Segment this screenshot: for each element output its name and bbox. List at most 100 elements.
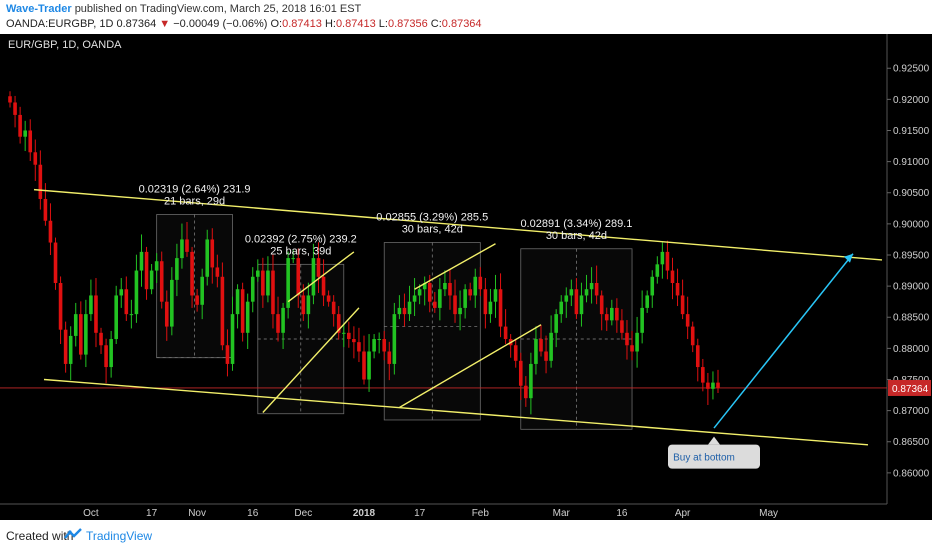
candle-body — [569, 289, 574, 296]
footer: Created with TradingView — [0, 520, 932, 550]
current-price-label: 0.87364 — [892, 384, 929, 395]
candle-body — [225, 345, 230, 364]
pattern-trendline — [262, 307, 360, 413]
candle-body — [99, 332, 103, 346]
y-tick-label: 0.92500 — [893, 64, 930, 75]
candle-body — [402, 307, 407, 315]
candle-body — [276, 314, 280, 333]
candle-body — [483, 289, 488, 315]
candle-body — [321, 276, 326, 296]
candle-body — [524, 385, 528, 399]
open-label: O: — [270, 18, 283, 30]
candle-body — [79, 314, 83, 355]
author-link[interactable]: Wave-Trader — [6, 3, 72, 15]
candle-body — [149, 270, 154, 290]
close-label: C: — [430, 18, 442, 30]
candle-body — [498, 289, 503, 327]
candle-body — [63, 329, 68, 364]
candle-body — [185, 239, 189, 252]
candle-body — [190, 251, 194, 296]
candle-body — [453, 295, 457, 315]
candle-body — [382, 339, 387, 352]
candle-body — [503, 326, 508, 340]
high-value: 0.87413 — [335, 18, 376, 30]
candle-body — [443, 283, 447, 290]
open-value: 0.87413 — [282, 18, 322, 30]
projection-arrow-head — [844, 253, 853, 263]
candle-body — [433, 301, 437, 308]
candle-body — [458, 307, 462, 315]
x-tick-label: Dec — [294, 508, 312, 519]
price-axis — [887, 34, 932, 520]
candle-body — [584, 289, 589, 296]
candle-body — [357, 342, 361, 352]
candle-body — [407, 301, 412, 315]
candle-body — [230, 314, 235, 364]
candle-body — [124, 289, 129, 315]
candle-body — [104, 345, 108, 368]
candle-body — [200, 276, 204, 305]
x-tick-label: 17 — [414, 508, 426, 519]
y-tick-label: 0.88000 — [893, 344, 930, 355]
candle-body — [478, 276, 483, 290]
candle-body — [271, 270, 275, 315]
candle-body — [362, 351, 366, 380]
candle-body — [129, 314, 134, 316]
candle-body — [53, 242, 58, 284]
candle-body — [316, 258, 321, 277]
candle-body — [210, 239, 215, 268]
candle-body — [281, 307, 285, 333]
chart-area[interactable]: 0.860000.865000.870000.875000.880000.885… — [0, 34, 932, 520]
candle-body — [8, 96, 12, 103]
candle-body — [331, 301, 336, 315]
candle-body — [38, 164, 43, 199]
candle-body — [564, 295, 569, 302]
candle-body — [665, 251, 670, 271]
candle-body — [610, 307, 614, 321]
low-label: L: — [378, 18, 388, 30]
candle-body — [94, 295, 98, 333]
candle-body — [620, 320, 624, 333]
measure-label-value: 0.02319 (2.64%) 231.9 — [139, 184, 251, 196]
candle-body — [159, 261, 164, 302]
candle-body — [463, 289, 467, 308]
price-chart[interactable]: 0.860000.865000.870000.875000.880000.885… — [0, 34, 932, 520]
tradingview-brand[interactable]: TradingView — [86, 529, 153, 543]
candle-body — [599, 295, 604, 315]
candle-body — [73, 314, 78, 336]
last-price: 0.87364 — [116, 18, 157, 30]
candle-body — [716, 382, 720, 388]
x-tick-label: 16 — [616, 508, 628, 519]
y-tick-label: 0.91000 — [893, 157, 930, 168]
candle-body — [412, 295, 417, 302]
created-with-text: Created with — [6, 529, 74, 543]
candle-body — [144, 251, 149, 290]
candle-body — [84, 314, 88, 355]
candle-body — [215, 267, 220, 277]
current-price-badge — [888, 379, 931, 396]
candle-body — [261, 270, 265, 296]
pattern-trendline — [399, 324, 542, 409]
candle-body — [154, 261, 159, 271]
candle-body — [539, 339, 543, 352]
candle-body — [240, 289, 245, 333]
price-change: −0.00049 (−0.06%) — [173, 18, 268, 30]
low-value: 0.87356 — [387, 18, 428, 30]
candle-body — [347, 332, 351, 340]
candle-body — [387, 351, 392, 364]
candle-body — [377, 339, 381, 341]
candle-body — [529, 363, 533, 399]
candle-body — [635, 332, 639, 352]
candle-body — [119, 289, 124, 296]
candle-body — [245, 301, 250, 333]
y-tick-label: 0.86500 — [893, 437, 930, 448]
y-tick-label: 0.89000 — [893, 282, 930, 293]
y-tick-label: 0.89500 — [893, 250, 930, 261]
candle-body — [266, 270, 270, 296]
x-tick-label: Nov — [188, 508, 206, 519]
candle-body — [448, 283, 452, 296]
projection-arrow-line — [713, 253, 854, 429]
candle-body — [139, 251, 144, 271]
x-tick-label: 2018 — [353, 508, 376, 519]
tradingview-logo-icon — [64, 528, 82, 539]
